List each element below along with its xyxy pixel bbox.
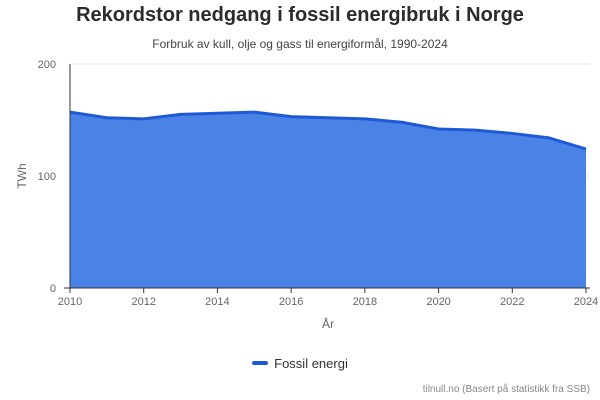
- y-tick-label: 200: [38, 59, 56, 71]
- y-tick-label: 0: [50, 283, 56, 295]
- x-axis-label: År: [322, 316, 334, 331]
- x-tick-label: 2022: [500, 296, 524, 308]
- legend-label: Fossil energi: [274, 355, 348, 371]
- x-tick-label: 2018: [353, 296, 377, 308]
- x-tick-label: 2014: [205, 296, 229, 308]
- series-line-fossil-energi: [69, 110, 587, 151]
- x-tick-label: 2024: [574, 296, 598, 308]
- x-tick-label: 2012: [131, 296, 155, 308]
- source-credit: tilnull.no (Basert på statistikk fra SSB…: [422, 384, 590, 395]
- chart-title: Rekordstor nedgang i fossil energibruk i…: [76, 4, 524, 26]
- legend-swatch: [252, 361, 269, 365]
- legend-item-fossil-energi[interactable]: Fossil energi: [252, 356, 348, 371]
- area-fill-fossil-energi: [70, 112, 586, 288]
- y-axis-label: TWh: [15, 163, 29, 188]
- x-tick-label: 2016: [279, 296, 303, 308]
- x-tick-label: 2010: [58, 296, 82, 308]
- chart-subtitle: Forbruk av kull, olje og gass til energi…: [152, 37, 448, 51]
- y-tick-label: 100: [38, 171, 56, 183]
- x-tick-label: 2020: [426, 296, 450, 308]
- chart-legend: Fossil energi: [0, 353, 600, 371]
